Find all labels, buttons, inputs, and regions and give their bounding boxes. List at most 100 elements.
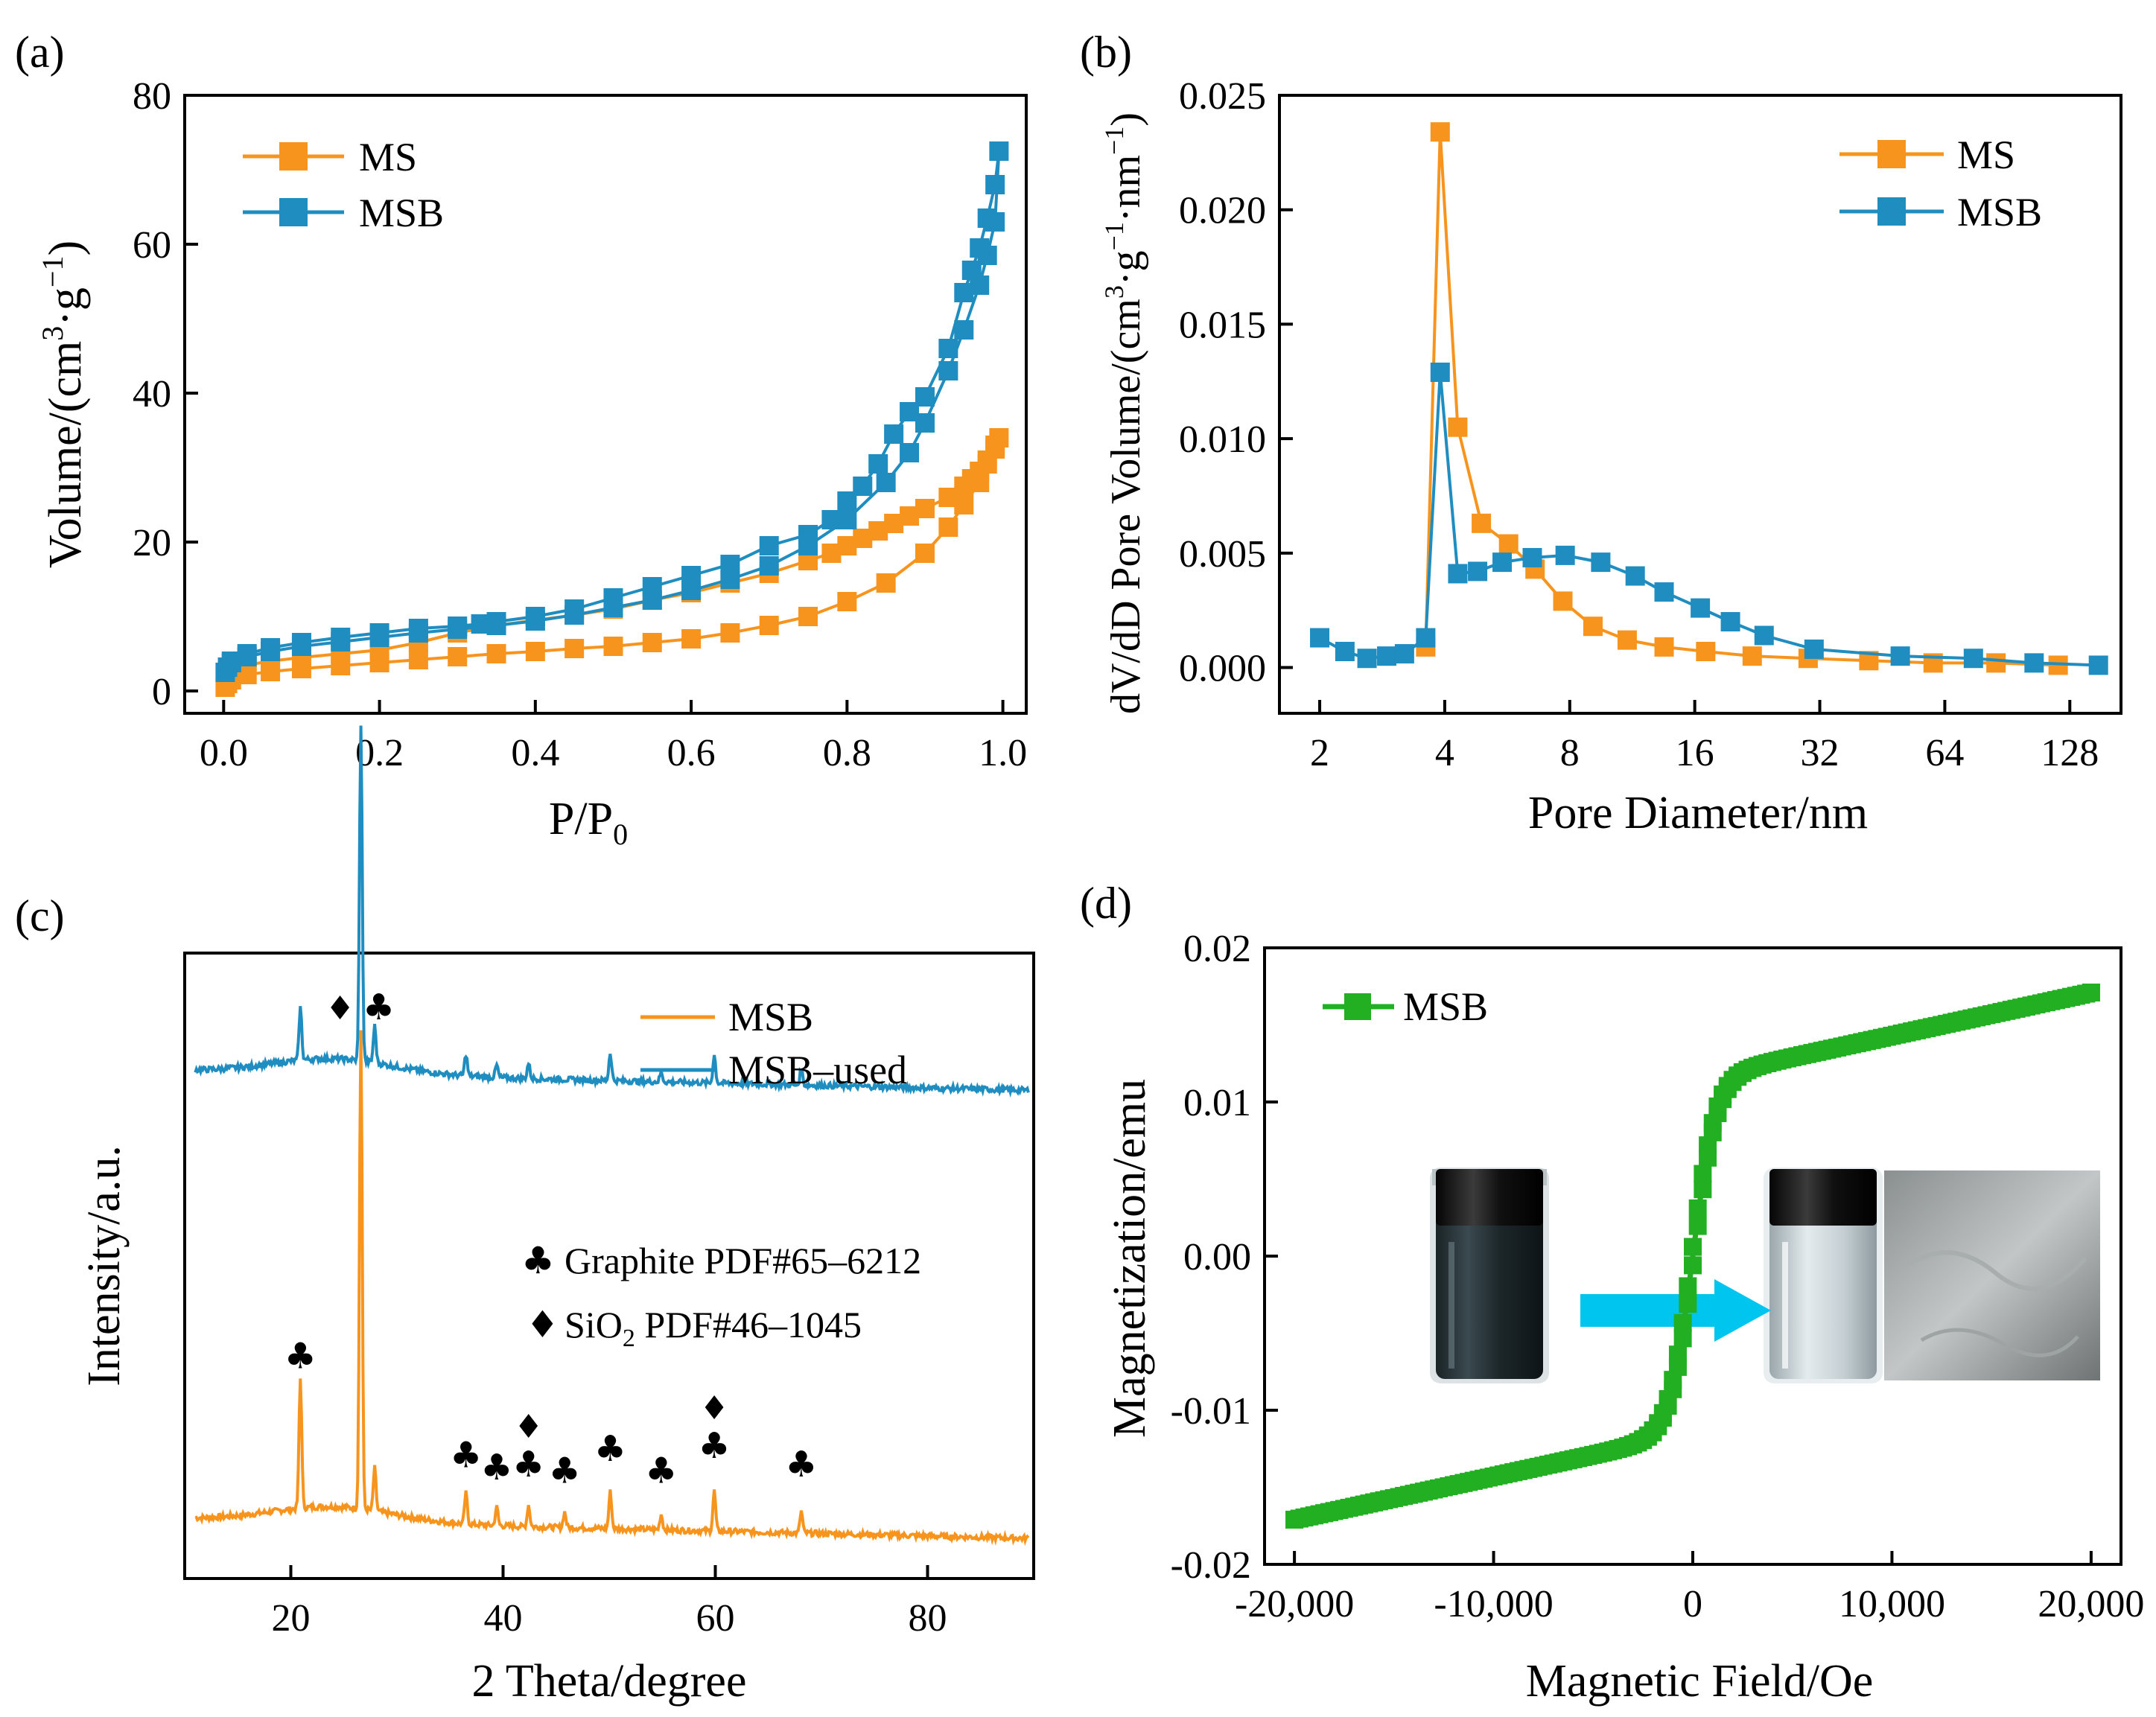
sio2-peak-marker: ♦: [514, 1408, 543, 1446]
panel-d-y-tick-labels: -0.02 -0.01 0.00 0.01 0.02: [1171, 928, 1251, 1587]
data-point-ms: [1742, 646, 1762, 666]
x-tick-label: 2: [1310, 732, 1329, 774]
data-point-ms: [486, 644, 506, 663]
panel-d-x-tick-labels: -20,000 -10,000 0 10,000 20,000: [1235, 1583, 2144, 1625]
graphite-peak-marker: ♣: [450, 1435, 482, 1477]
panel-b-ticks: [1279, 94, 2072, 713]
data-point-msb: [1684, 1256, 1702, 1275]
x-tick-label: 20: [272, 1597, 311, 1640]
data-point-msb: [759, 536, 779, 555]
y-tick-label: 0.00: [1183, 1236, 1251, 1278]
data-point-msb: [1448, 564, 1468, 584]
x-tick-label: 80: [909, 1597, 947, 1640]
panel-c-phase-key: ♣ Graphite PDF#65–6212 ♦ SiO2 PDF#46–104…: [521, 1239, 921, 1352]
data-point-msb: [221, 652, 241, 671]
data-point-msb: [331, 628, 351, 647]
x-tick-label: -10,000: [1434, 1583, 1553, 1625]
data-point-ms: [798, 607, 818, 626]
x-tick-label: 1.0: [979, 732, 1027, 774]
data-point-msb: [603, 588, 623, 608]
data-point-msb: [1625, 566, 1645, 586]
panel-b-y-axis-title: dV/dD Pore Volume/(cm3·g−1·nm−1): [1099, 112, 1149, 714]
data-point-msb: [759, 556, 779, 576]
data-point-msb: [938, 339, 958, 358]
panel-d: (d) -20,000 -10,000 0 10,000 20,000 -0.02 -0.…: [1080, 879, 2144, 1707]
x-tick-label: 0.8: [823, 732, 871, 774]
x-tick-label: 10,000: [1839, 1583, 1945, 1625]
data-point-msb: [1310, 628, 1330, 648]
data-point-msb: [1285, 1510, 1304, 1529]
sio2-peak-marker: ♦: [325, 990, 354, 1028]
data-point-msb: [798, 525, 818, 544]
legend-marker-ms: [279, 142, 308, 171]
panel-c: (c) 20 40 60 80 ♣♦ ♣♣♣ ♣♦♣♣♣♣♦♣ 2 Theta/degre…: [15, 725, 1035, 1707]
sio2-key-label: SiO2 PDF#46–1045: [565, 1304, 862, 1352]
data-point-msb: [1804, 639, 1824, 659]
x-tick-label: 40: [484, 1597, 523, 1640]
data-point-msb: [954, 283, 974, 302]
series-line-msb: [1319, 372, 2099, 667]
data-point-msb: [961, 261, 982, 280]
data-point-msb: [1679, 1295, 1697, 1313]
data-point-msb: [1591, 552, 1611, 573]
panel-b-y-tick-labels: 0.000 0.005 0.010 0.015 0.020 0.025: [1179, 75, 1266, 690]
xrd-pattern-msb: [194, 1030, 1030, 1546]
legend-label-msb-used: MSB–used: [728, 1048, 907, 1092]
data-point-msb: [1555, 545, 1575, 565]
y-tick-label: 80: [133, 75, 171, 118]
panel-a-legend: MS MSB: [243, 135, 444, 235]
graphite-peak-marker: ♣: [594, 1428, 626, 1470]
legend-label-msb: MSB: [359, 191, 444, 235]
data-point-msb: [2024, 653, 2044, 673]
inset-vial-after: [1764, 1168, 1883, 1383]
data-point-msb: [884, 424, 904, 444]
panel-c-y-axis-title: Intensity/a.u.: [79, 1145, 130, 1386]
graphite-peak-marker: ♣: [549, 1450, 581, 1491]
data-point-msb: [1673, 1313, 1692, 1332]
data-point-ms: [525, 642, 545, 661]
x-tick-label: 8: [1560, 732, 1580, 774]
data-point-ms: [1553, 591, 1573, 611]
inset-arrow: [1580, 1279, 1771, 1342]
x-tick-label: 128: [2041, 732, 2099, 774]
panel-a-tag: (a): [15, 28, 65, 77]
graphite-key-label: Graphite PDF#65–6212: [565, 1240, 921, 1281]
data-point-msb: [1684, 1237, 1702, 1256]
data-point-msb: [565, 599, 585, 619]
y-tick-label: 0.02: [1183, 928, 1251, 970]
data-point-msb: [261, 638, 281, 657]
data-point-msb: [989, 141, 1009, 161]
graphite-peak-marker: ♣: [284, 1336, 317, 1377]
data-point-msb: [1708, 1097, 1727, 1115]
y-tick-label: -0.01: [1171, 1390, 1251, 1433]
data-point-msb: [1335, 642, 1355, 661]
data-point-msb: [1694, 1165, 1712, 1183]
data-point-msb: [720, 555, 740, 574]
panel-c-x-tick-labels: 20 40 60 80: [272, 1597, 947, 1640]
y-tick-label: -0.02: [1171, 1544, 1251, 1587]
panel-c-series: [194, 725, 1030, 1546]
graphite-peak-marker: ♣: [785, 1444, 817, 1485]
legend-label-msb-c: MSB: [728, 995, 813, 1039]
panel-d-tag: (d): [1080, 879, 1132, 928]
data-point-msb: [938, 361, 958, 380]
data-point-msb: [1522, 547, 1542, 567]
data-point-msb: [876, 473, 896, 492]
panel-b-x-axis-title: Pore Diameter/nm: [1528, 788, 1868, 838]
data-point-msb: [291, 633, 311, 652]
legend-marker-msb: [279, 198, 308, 226]
data-point-msb: [1720, 612, 1740, 632]
data-point-msb: [977, 208, 997, 228]
panel-d-ticks: [1265, 946, 2093, 1566]
data-point-ms: [837, 592, 857, 611]
x-tick-label: 0.2: [355, 732, 404, 774]
inset-magnet-plate: [1884, 1170, 2100, 1380]
panel-b-series: [1310, 122, 2108, 675]
panel-c-peak-markers: ♣♦ ♣♣♣ ♣♦♣♣♣♣♦♣: [284, 987, 818, 1492]
data-point-msb: [954, 320, 974, 340]
legend-marker-msb-d: [1344, 993, 1371, 1020]
data-point-msb: [900, 402, 920, 421]
data-point-ms: [915, 544, 935, 563]
panel-d-series: [1285, 984, 2100, 1529]
